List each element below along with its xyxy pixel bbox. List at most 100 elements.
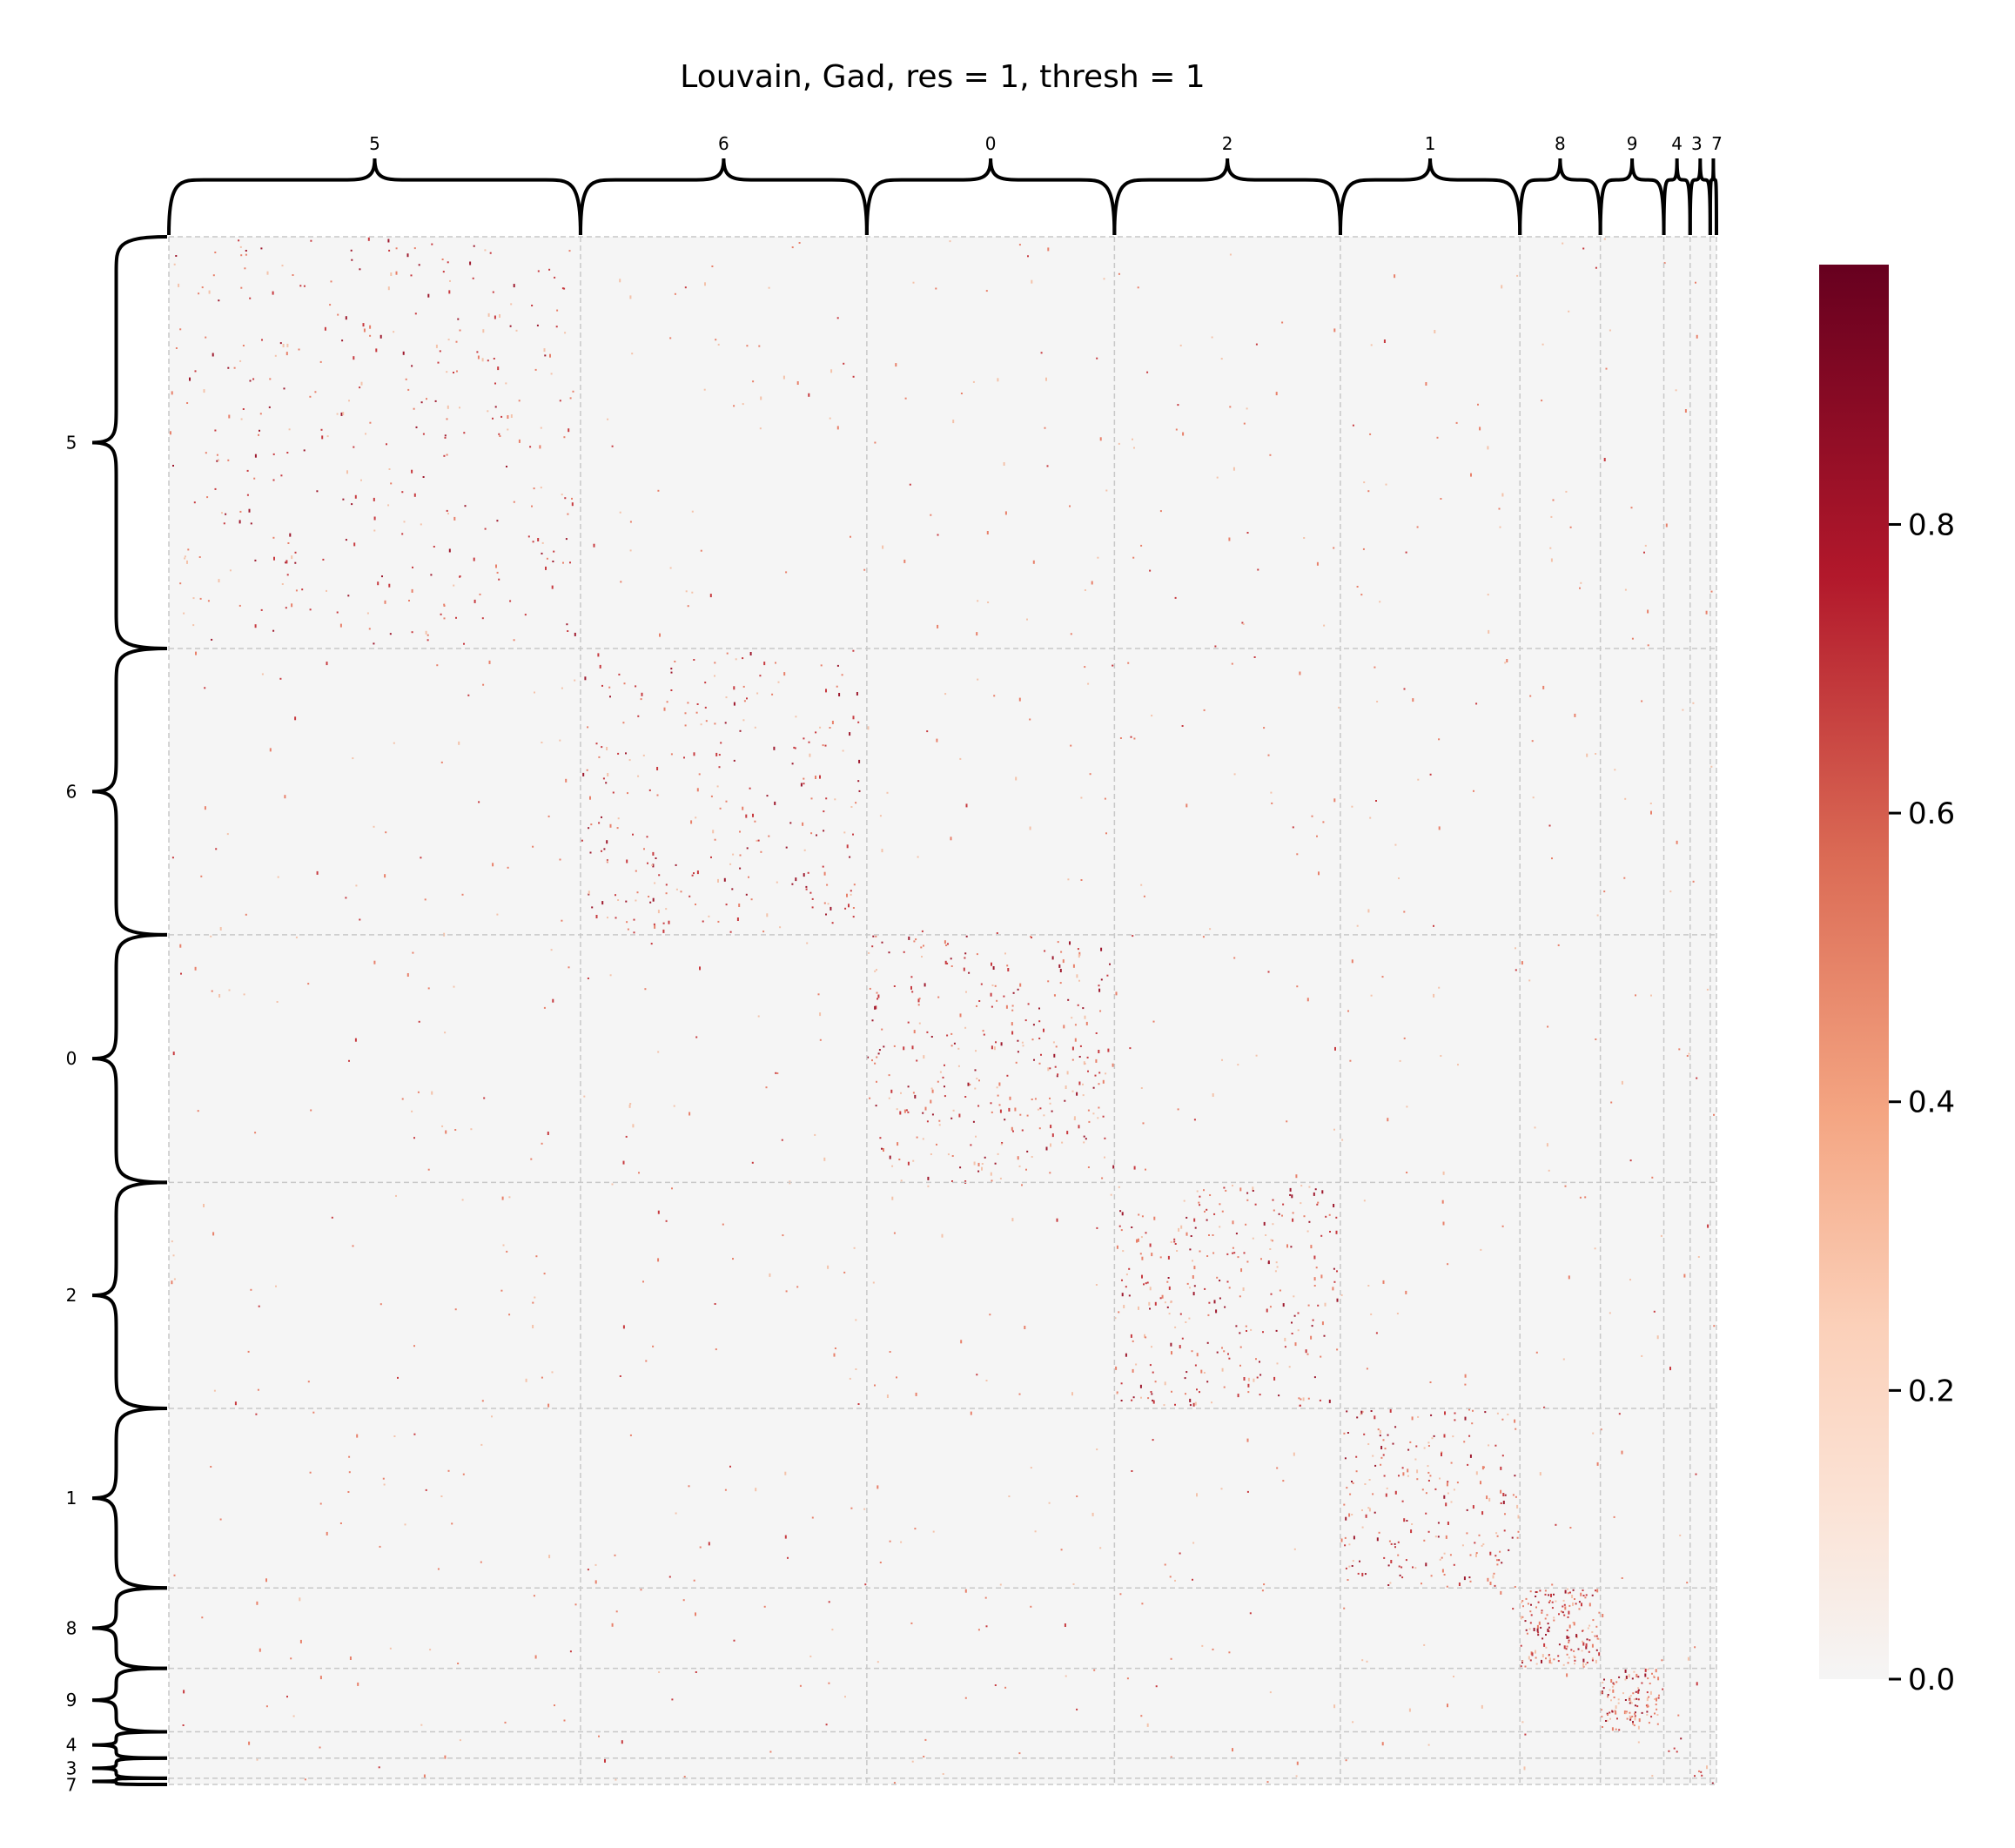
heatmap-cell [1145, 1232, 1147, 1234]
heatmap-cell [1629, 1159, 1632, 1162]
heatmap-cell [1269, 1691, 1272, 1694]
heatmap-cell [586, 769, 588, 771]
heatmap-cell [331, 1216, 333, 1219]
heatmap-cell [534, 368, 537, 371]
heatmap-cell [504, 1721, 507, 1724]
heatmap-cell [1616, 1717, 1618, 1720]
heatmap-cell [219, 927, 222, 931]
heatmap-cell [1186, 1282, 1189, 1285]
heatmap-cell [1271, 1240, 1273, 1242]
heatmap-cell [1487, 446, 1489, 450]
heatmap-cell [1135, 1363, 1138, 1366]
heatmap-cell [1131, 1226, 1133, 1228]
heatmap-cell [626, 921, 628, 924]
heatmap-cell [1027, 1003, 1030, 1005]
heatmap-cell [1705, 610, 1708, 615]
heatmap-cell [496, 913, 499, 916]
heatmap-cell [923, 1055, 925, 1059]
heatmap-cell [967, 1082, 970, 1086]
heatmap-cell [298, 348, 300, 351]
heatmap-cell [1031, 1038, 1034, 1041]
heatmap-cell [1300, 1202, 1302, 1205]
heatmap-cell [171, 391, 173, 395]
heatmap-cell [229, 569, 232, 572]
heatmap-cell [1308, 1186, 1311, 1188]
heatmap-cell [609, 974, 612, 977]
heatmap-cell [1567, 1592, 1569, 1595]
heatmap-cell [1446, 1585, 1448, 1588]
heatmap-cell [1185, 1393, 1186, 1395]
heatmap-cell [390, 482, 393, 485]
heatmap-cell [601, 901, 604, 905]
heatmap-cell [964, 1096, 967, 1098]
heatmap-cell [1313, 1376, 1316, 1379]
heatmap-cell [1607, 1694, 1609, 1696]
heatmap-cell [515, 329, 518, 332]
heatmap-cell [1149, 1364, 1152, 1367]
heatmap-cell [1363, 1433, 1366, 1435]
heatmap-cell [602, 777, 605, 780]
heatmap-cell [1480, 1481, 1481, 1485]
heatmap-cell [1447, 1704, 1448, 1708]
heatmap-cell [1177, 404, 1179, 407]
heatmap-cell [1125, 1286, 1127, 1288]
heatmap-cell [998, 1104, 1001, 1106]
heatmap-cell [349, 1656, 352, 1660]
heatmap-cell [205, 336, 207, 339]
heatmap-cell [257, 1388, 259, 1391]
heatmap-cell [714, 675, 715, 677]
heatmap-cell [1618, 1729, 1621, 1731]
heatmap-cell [609, 823, 612, 828]
heatmap-cell [587, 1569, 589, 1571]
heatmap-cell [1414, 1567, 1417, 1569]
heatmap-cell [843, 362, 845, 365]
heatmap-cell [291, 555, 293, 560]
heatmap-cell [472, 277, 474, 279]
heatmap-cell [199, 597, 202, 600]
heatmap-cell [785, 1290, 788, 1293]
heatmap-cell [695, 904, 696, 905]
heatmap-cell [456, 370, 458, 373]
heatmap-cell [984, 1156, 986, 1159]
heatmap-cell [1544, 1589, 1547, 1592]
heatmap-cell [599, 664, 601, 669]
heatmap-cell [1078, 979, 1080, 982]
heatmap-cell [314, 391, 317, 393]
heatmap-cell [1170, 1657, 1172, 1660]
heatmap-cell [607, 418, 609, 420]
heatmap-cell [715, 339, 717, 341]
heatmap-cell [216, 454, 218, 456]
heatmap-cell [1443, 1574, 1446, 1576]
heatmap-cell [831, 721, 834, 724]
heatmap-cell [1506, 659, 1508, 662]
heatmap-cell [1367, 1507, 1370, 1509]
heatmap-cell [1299, 671, 1301, 675]
heatmap-cell [1575, 1603, 1577, 1605]
heatmap-cell [192, 624, 195, 627]
heatmap-cell [1164, 1381, 1166, 1386]
heatmap-cell [1621, 1450, 1623, 1455]
heatmap-cell [878, 1049, 881, 1052]
heatmap-cell [1579, 587, 1581, 589]
heatmap-cell [594, 1580, 597, 1584]
heatmap-cell [453, 372, 454, 373]
heatmap-cell [915, 938, 917, 941]
heatmap-cell [1102, 1079, 1105, 1084]
heatmap-cell [551, 585, 554, 589]
heatmap-cell [1626, 1717, 1629, 1720]
heatmap-cell [936, 738, 938, 743]
heatmap-cell [633, 918, 635, 921]
heatmap-cell [1192, 1542, 1195, 1544]
heatmap-cell [635, 685, 637, 688]
heatmap-cell [1071, 1058, 1074, 1061]
heatmap-cell [791, 883, 794, 885]
heatmap-cell [965, 991, 967, 993]
heatmap-cell [447, 513, 449, 514]
heatmap-cell [1346, 1410, 1348, 1413]
colorbar [1819, 265, 1889, 1679]
heatmap-cell [219, 1518, 222, 1521]
heatmap-cell [809, 891, 812, 894]
heatmap-cell [425, 1488, 427, 1491]
heatmap-cell [1336, 1298, 1339, 1302]
heatmap-cell [193, 501, 196, 504]
